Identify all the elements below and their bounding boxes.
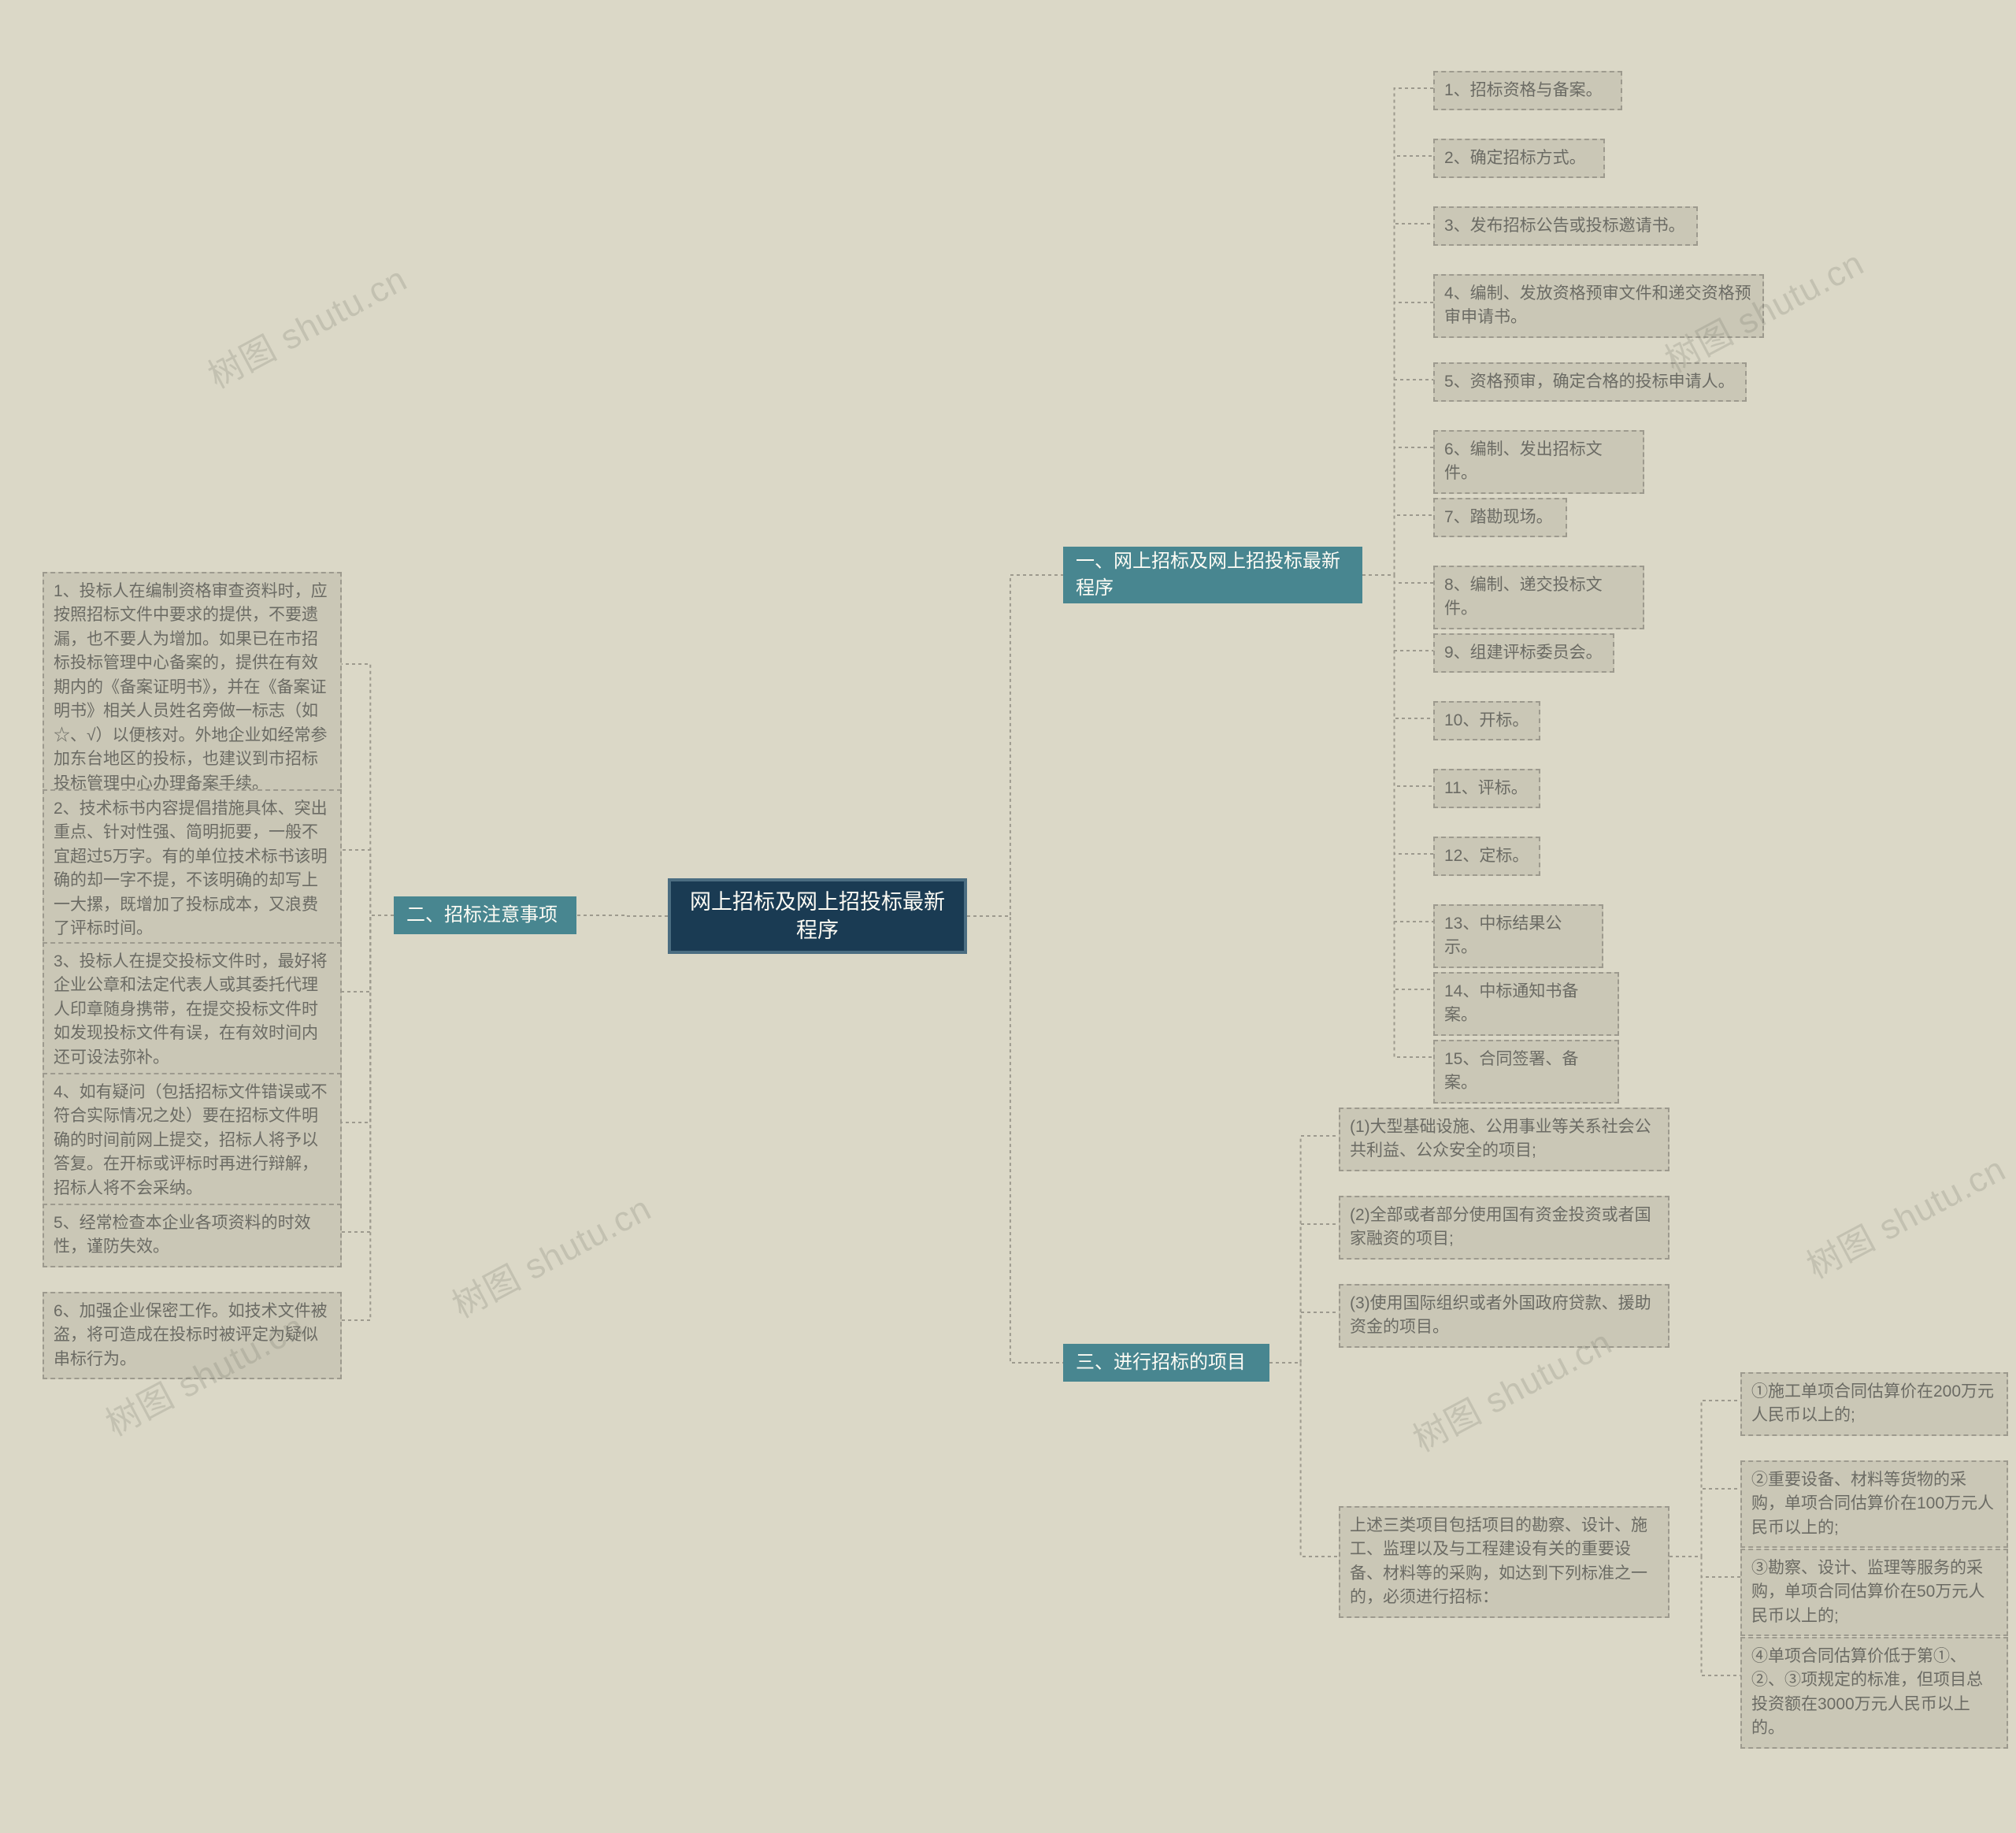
branch-label: 三、进行招标的项目 <box>1076 1349 1246 1376</box>
leaf-node: 8、编制、递交投标文件。 <box>1433 566 1644 629</box>
leaf-label: 15、合同签署、备案。 <box>1444 1050 1578 1092</box>
leaf-node: 7、踏勘现场。 <box>1433 498 1567 537</box>
leaf-node: 3、发布招标公告或投标邀请书。 <box>1433 206 1698 246</box>
leaf-label: 14、中标通知书备案。 <box>1444 982 1578 1024</box>
leaf-label: 5、资格预审，确定合格的投标申请人。 <box>1444 373 1735 391</box>
branch-node: 三、进行招标的项目 <box>1063 1344 1269 1382</box>
leaf-node: 2、确定招标方式。 <box>1433 139 1605 178</box>
leaf-label: ④单项合同估算价低于第①、②、③项规定的标准，但项目总投资额在3000万元人民币… <box>1751 1647 1983 1737</box>
leaf-node: 1、招标资格与备案。 <box>1433 71 1622 110</box>
leaf-label: (3)使用国际组织或者外国政府贷款、援助资金的项目。 <box>1350 1294 1651 1336</box>
watermark: 树图 shutu.cn <box>198 251 414 399</box>
leaf-label: 6、编制、发出招标文件。 <box>1444 440 1603 482</box>
branch-node: 一、网上招标及网上招投标最新程序 <box>1063 547 1362 603</box>
watermark: 树图 shutu.cn <box>1796 1141 2013 1289</box>
leaf-node: ④单项合同估算价低于第①、②、③项规定的标准，但项目总投资额在3000万元人民币… <box>1740 1637 2008 1749</box>
leaf-node: 4、编制、发放资格预审文件和递交资格预审申请书。 <box>1433 274 1764 338</box>
leaf-node: 10、开标。 <box>1433 701 1540 740</box>
leaf-node: (1)大型基础设施、公用事业等关系社会公共利益、公众安全的项目; <box>1339 1108 1670 1171</box>
leaf-node: 1、投标人在编制资格审查资料时，应按照招标文件中要求的提供，不要遗漏，也不要人为… <box>43 572 342 803</box>
leaf-label: 4、编制、发放资格预审文件和递交资格预审申请书。 <box>1444 284 1751 326</box>
leaf-node: 11、评标。 <box>1433 769 1540 808</box>
leaf-label: (1)大型基础设施、公用事业等关系社会公共利益、公众安全的项目; <box>1350 1118 1651 1160</box>
leaf-node: 6、编制、发出招标文件。 <box>1433 430 1644 494</box>
leaf-node: ①施工单项合同估算价在200万元人民币以上的; <box>1740 1372 2008 1436</box>
branch-node: 二、招标注意事项 <box>394 896 576 934</box>
leaf-label: (2)全部或者部分使用国有资金投资或者国家融资的项目; <box>1350 1206 1651 1248</box>
leaf-label: 5、经常检查本企业各项资料的时效性，谨防失效。 <box>54 1214 311 1256</box>
leaf-label: 13、中标结果公示。 <box>1444 915 1562 956</box>
leaf-label: 1、招标资格与备案。 <box>1444 81 1603 99</box>
leaf-label: 9、组建评标委员会。 <box>1444 644 1603 662</box>
leaf-node: (3)使用国际组织或者外国政府贷款、援助资金的项目。 <box>1339 1284 1670 1348</box>
leaf-node: 9、组建评标委员会。 <box>1433 633 1614 673</box>
leaf-label: 2、技术标书内容提倡措施具体、突出重点、针对性强、简明扼要，一般不宜超过5万字。… <box>54 800 328 937</box>
leaf-node: 4、如有疑问（包括招标文件错误或不符合实际情况之处）要在招标文件明确的时间前网上… <box>43 1073 342 1208</box>
leaf-node: 12、定标。 <box>1433 837 1540 876</box>
leaf-label: ③勘察、设计、监理等服务的采购，单项合同估算价在50万元人民币以上的; <box>1751 1559 1984 1625</box>
leaf-node: 5、资格预审，确定合格的投标申请人。 <box>1433 362 1747 402</box>
watermark: 树图 shutu.cn <box>442 1181 658 1328</box>
leaf-label: 8、编制、递交投标文件。 <box>1444 576 1603 618</box>
leaf-label: ②重要设备、材料等货物的采购，单项合同估算价在100万元人民币以上的; <box>1751 1471 1994 1537</box>
root-label: 网上招标及网上招投标最新程序 <box>685 888 950 945</box>
leaf-label: 11、评标。 <box>1444 779 1528 797</box>
leaf-node: ②重要设备、材料等货物的采购，单项合同估算价在100万元人民币以上的; <box>1740 1460 2008 1548</box>
leaf-node: 5、经常检查本企业各项资料的时效性，谨防失效。 <box>43 1204 342 1267</box>
leaf-label: ①施工单项合同估算价在200万元人民币以上的; <box>1751 1382 1994 1424</box>
leaf-label: 3、发布招标公告或投标邀请书。 <box>1444 217 1685 235</box>
branch-label: 二、招标注意事项 <box>406 902 558 929</box>
leaf-node: 14、中标通知书备案。 <box>1433 972 1619 1036</box>
leaf-label: 6、加强企业保密工作。如技术文件被盗，将可造成在投标时被评定为疑似串标行为。 <box>54 1302 328 1368</box>
leaf-node: 6、加强企业保密工作。如技术文件被盗，将可造成在投标时被评定为疑似串标行为。 <box>43 1292 342 1379</box>
leaf-node: ③勘察、设计、监理等服务的采购，单项合同估算价在50万元人民币以上的; <box>1740 1549 2008 1636</box>
leaf-node: 2、技术标书内容提倡措施具体、突出重点、针对性强、简明扼要，一般不宜超过5万字。… <box>43 789 342 949</box>
leaf-label: 3、投标人在提交投标文件时，最好将企业公章和法定代表人或其委托代理人印章随身携带… <box>54 952 328 1067</box>
leaf-node: 13、中标结果公示。 <box>1433 904 1603 968</box>
leaf-node: 3、投标人在提交投标文件时，最好将企业公章和法定代表人或其委托代理人印章随身携带… <box>43 942 342 1078</box>
leaf-label: 1、投标人在编制资格审查资料时，应按照招标文件中要求的提供，不要遗漏，也不要人为… <box>54 582 328 792</box>
leaf-label: 7、踏勘现场。 <box>1444 508 1553 526</box>
leaf-node: 上述三类项目包括项目的勘察、设计、施工、监理以及与工程建设有关的重要设备、材料等… <box>1339 1506 1670 1618</box>
leaf-label: 2、确定招标方式。 <box>1444 149 1586 167</box>
leaf-node: 15、合同签署、备案。 <box>1433 1040 1619 1104</box>
leaf-label: 12、定标。 <box>1444 847 1529 865</box>
leaf-label: 10、开标。 <box>1444 711 1529 729</box>
leaf-label: 上述三类项目包括项目的勘察、设计、施工、监理以及与工程建设有关的重要设备、材料等… <box>1350 1516 1647 1606</box>
branch-label: 一、网上招标及网上招投标最新程序 <box>1076 548 1350 601</box>
leaf-node: (2)全部或者部分使用国有资金投资或者国家融资的项目; <box>1339 1196 1670 1260</box>
root-node: 网上招标及网上招投标最新程序 <box>668 878 967 954</box>
leaf-label: 4、如有疑问（包括招标文件错误或不符合实际情况之处）要在招标文件明确的时间前网上… <box>54 1083 328 1197</box>
